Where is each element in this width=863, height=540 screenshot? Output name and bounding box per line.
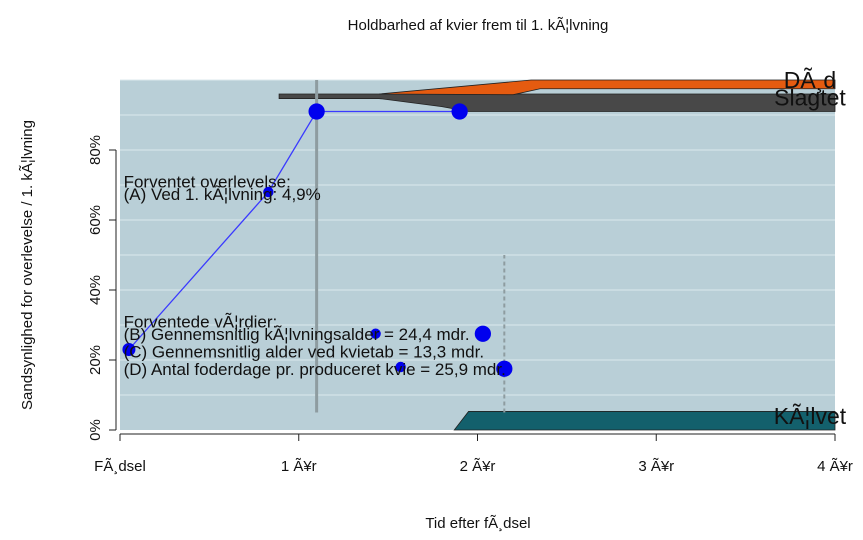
y-tick-label: 80% — [87, 135, 104, 165]
area-label: Slagtet — [774, 85, 846, 111]
area-dã¸d — [379, 79, 836, 96]
x-tick-label: 2 Ã¥r — [460, 458, 496, 475]
x-tick-label: 4 Ã¥r — [817, 458, 853, 475]
data-point — [122, 343, 136, 356]
y-axis-label: Sandsynlighed for overlevelse / 1. kÃ¦lv… — [19, 120, 36, 410]
annotation-text: Forventet overlevelse: — [124, 173, 291, 192]
y-tick-label: 40% — [87, 275, 104, 305]
area-label: DÃ¸d — [784, 67, 836, 94]
x-axis-label: Tid efter fÃ¸dsel — [425, 515, 530, 532]
y-tick-label: 20% — [87, 345, 104, 375]
annotation-text: (D) Antal foderdage pr. produceret kvie … — [124, 360, 506, 379]
data-point — [370, 328, 381, 339]
annotation-text: (C) Gennemsnitlig alder ved kvietab = 13… — [124, 342, 484, 361]
area-label: KÃ¦lvet — [774, 403, 847, 429]
plot-area — [120, 79, 835, 430]
data-point — [308, 103, 325, 120]
annotation-text: (B) Gennemsnitlig kÃ¦lvningsalder = 24,4… — [124, 325, 470, 344]
data-point — [451, 103, 468, 120]
x-axis: FÃ¸dsel 1 Ã¥r 2 Ã¥r 3 Ã¥r 4 Ã¥r — [94, 433, 853, 475]
data-point — [496, 360, 513, 377]
y-tick-label: 0% — [87, 419, 104, 441]
annotation-text: Forventede vÃ¦rdier: — [124, 313, 278, 332]
y-axis: 0% 20% 40% 60% 80% — [87, 135, 117, 441]
data-point — [395, 361, 406, 373]
data-point — [474, 325, 491, 342]
survival-line — [128, 110, 460, 350]
x-tick-label: 3 Ã¥r — [638, 458, 674, 475]
data-point — [263, 186, 274, 198]
y-tick-label: 60% — [87, 205, 104, 235]
chart-title: Holdbarhed af kvier frem til 1. kÃ¦lvnin… — [348, 17, 609, 34]
x-tick-label: 1 Ã¥r — [281, 458, 317, 475]
area-kã¦lvet — [453, 411, 836, 431]
x-tick-label: FÃ¸dsel — [94, 458, 146, 475]
annotation-text: (A) Ved 1. kÃ¦lvning: 4,9% — [124, 185, 321, 204]
area-slagtet — [278, 93, 836, 112]
